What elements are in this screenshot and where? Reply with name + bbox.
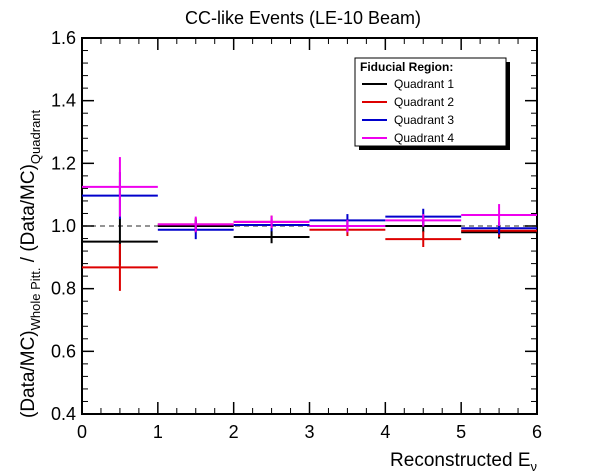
x-axis-ticks: 0 1 2 3 4 5 6 bbox=[77, 38, 542, 442]
legend-label: Quadrant 3 bbox=[394, 113, 454, 127]
x-tick-label: 6 bbox=[532, 422, 542, 442]
y-tick-label: 0.8 bbox=[51, 279, 76, 299]
y-tick-label: 1.4 bbox=[51, 91, 76, 111]
x-tick-label: 0 bbox=[77, 422, 87, 442]
y-tick-label: 1.2 bbox=[51, 153, 76, 173]
y-axis-ticks: 0.4 0.6 0.8 1.0 1.2 1.4 1.6 bbox=[51, 28, 537, 424]
y-tick-label: 0.6 bbox=[51, 341, 76, 361]
x-tick-label: 3 bbox=[304, 422, 314, 442]
x-tick-label: 5 bbox=[456, 422, 466, 442]
y-axis-label: (Data/MC)Whole Pitt. / (Data/MC)Quadrant bbox=[18, 109, 43, 418]
x-tick-label: 2 bbox=[229, 422, 239, 442]
x-tick-label: 1 bbox=[153, 422, 163, 442]
data-series bbox=[82, 157, 537, 291]
legend-label: Quadrant 4 bbox=[394, 131, 454, 145]
legend-label: Quadrant 1 bbox=[394, 77, 454, 91]
x-tick-label: 4 bbox=[380, 422, 390, 442]
x-axis-label: Reconstructed Eν bbox=[390, 450, 537, 472]
legend-label: Quadrant 2 bbox=[394, 95, 454, 109]
y-tick-label: 1.6 bbox=[51, 28, 76, 48]
chart-title: CC-like Events (LE-10 Beam) bbox=[185, 8, 421, 28]
y-tick-label: 0.4 bbox=[51, 404, 76, 424]
legend-title: Fiducial Region: bbox=[360, 60, 453, 74]
y-tick-label: 1.0 bbox=[51, 216, 76, 236]
legend-entries: Quadrant 1 Quadrant 2 Quadrant 3 Quadrant 4 bbox=[362, 77, 454, 145]
series-4 bbox=[82, 157, 537, 233]
